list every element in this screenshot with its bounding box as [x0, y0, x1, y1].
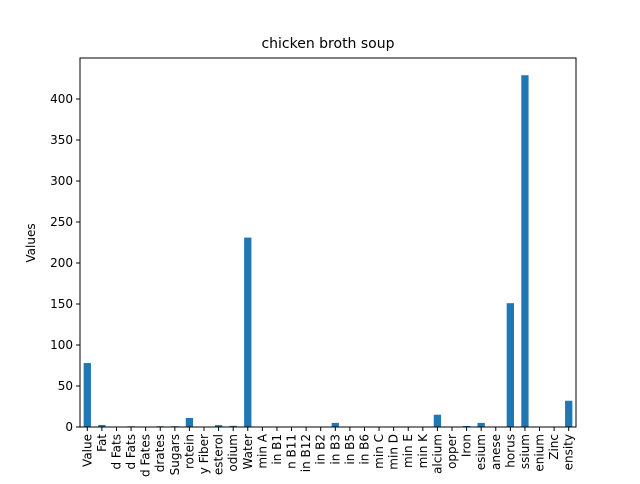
x-tick-label: min A [255, 433, 269, 468]
x-tick-label: alcium [430, 434, 444, 474]
bar [565, 401, 572, 427]
x-tick-label: odium [226, 434, 240, 472]
x-tick-label: enium [533, 434, 547, 472]
x-tick-label: min E [401, 434, 415, 468]
bar [244, 238, 251, 427]
x-tick-label: in B1 [270, 434, 284, 465]
x-tick-label: Zinc [547, 434, 561, 460]
x-tick-label: rotein [182, 434, 196, 469]
x-tick-label: y Fiber [197, 434, 211, 474]
y-tick-label: 0 [65, 420, 73, 434]
x-tick-label: d Fates [139, 434, 153, 477]
x-tick-label: drates [153, 434, 167, 472]
y-tick-label: 400 [50, 92, 73, 106]
bar [434, 415, 441, 427]
x-tick-label: min D [387, 434, 401, 470]
chart-title: chicken broth soup [261, 36, 394, 52]
x-tick-label: Sugars [168, 434, 182, 475]
bar [521, 75, 528, 427]
y-tick-label: 100 [50, 338, 73, 352]
y-tick-label: 150 [50, 297, 73, 311]
x-tick-label: Value [80, 434, 94, 467]
bar [186, 418, 193, 427]
bar [332, 423, 339, 427]
x-tick-label: in B2 [314, 434, 328, 465]
bar [507, 303, 514, 427]
bar [84, 363, 91, 427]
y-axis-label: Values [24, 223, 38, 262]
x-tick-label: anese [489, 434, 503, 470]
x-tick-label: in B3 [328, 434, 342, 465]
x-tick-label: min C [372, 434, 386, 469]
x-tick-label: in B12 [299, 434, 313, 472]
y-tick-label: 250 [50, 215, 73, 229]
x-tick-label: d Fats [124, 434, 138, 470]
x-tick-label: d Fats [109, 434, 123, 470]
x-tick-label: Water [241, 434, 255, 470]
x-tick-label: ensity [562, 434, 576, 470]
x-tick-label: Iron [460, 434, 474, 457]
bar [478, 423, 485, 427]
x-tick-label: horus [503, 434, 517, 468]
x-tick-label: opper [445, 434, 459, 469]
x-tick-label: n B11 [285, 434, 299, 469]
x-tick-label: min K [416, 433, 430, 468]
x-tick-label: in B6 [357, 434, 371, 465]
x-tick-label: in B5 [343, 434, 357, 465]
x-tick-label: esium [474, 434, 488, 470]
x-tick-label: ssium [518, 434, 532, 469]
x-tick-label: esterol [212, 434, 226, 475]
y-tick-label: 350 [50, 133, 73, 147]
x-tick-label: Fat [95, 434, 109, 452]
y-tick-label: 300 [50, 174, 73, 188]
y-tick-label: 50 [58, 379, 73, 393]
y-tick-label: 200 [50, 256, 73, 270]
